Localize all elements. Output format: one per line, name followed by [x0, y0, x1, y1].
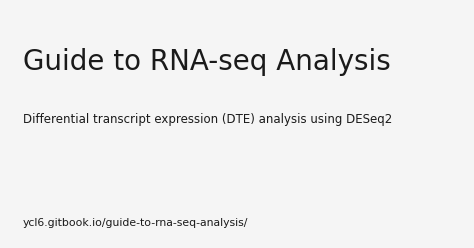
Text: Differential transcript expression (DTE) analysis using DESeq2: Differential transcript expression (DTE)… [23, 113, 392, 125]
Text: Guide to RNA-seq Analysis: Guide to RNA-seq Analysis [23, 48, 391, 76]
Text: ycl6.gitbook.io/guide-to-rna-seq-analysis/: ycl6.gitbook.io/guide-to-rna-seq-analysi… [23, 218, 248, 228]
